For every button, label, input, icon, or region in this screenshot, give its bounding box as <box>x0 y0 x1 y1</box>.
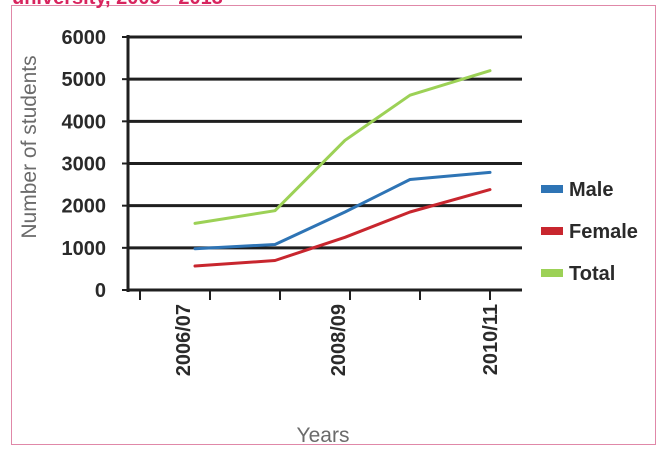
series-lines <box>193 69 492 268</box>
x-tick-label: 2010/11 <box>480 304 502 375</box>
y-tick-label: 2000 <box>62 196 107 218</box>
x-tick-labels: 2006/07 2008/09 2010/11 <box>173 304 502 376</box>
legend-swatch-male <box>541 185 563 193</box>
y-tick-label: 6000 <box>62 27 107 49</box>
series-line-male <box>193 170 492 251</box>
y-tick-labels: 0 1000 2000 3000 4000 5000 6000 <box>62 27 107 302</box>
chart-title: university, 2005 - 2013 <box>12 0 223 8</box>
legend-label-male: Male <box>569 179 613 201</box>
legend-label-total: Total <box>569 263 615 285</box>
y-tick-label: 1000 <box>62 238 107 260</box>
x-axis-title: Years <box>297 424 350 447</box>
y-tick-label: 5000 <box>62 69 107 91</box>
y-tick-label: 0 <box>95 280 106 302</box>
axes <box>122 35 522 300</box>
y-tick-label: 4000 <box>62 111 107 133</box>
series-line-female <box>193 188 492 268</box>
x-tick-label: 2006/07 <box>173 304 195 376</box>
legend-label-female: Female <box>569 221 638 243</box>
y-axis-title: Number of students <box>18 55 41 238</box>
legend: Male Female Total <box>541 179 638 285</box>
legend-swatch-total <box>541 269 563 277</box>
series-line-total <box>193 69 492 225</box>
legend-swatch-female <box>541 227 563 235</box>
grid-lines <box>128 35 522 250</box>
y-tick-label: 3000 <box>62 154 107 176</box>
x-tick-label: 2008/09 <box>328 304 350 376</box>
chart-frame <box>11 5 656 445</box>
